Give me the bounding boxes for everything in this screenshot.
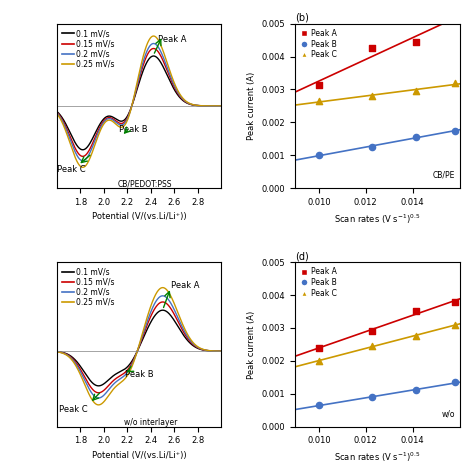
X-axis label: Potential (V/(vs.Li/Li⁺)): Potential (V/(vs.Li/Li⁺)) [92,451,186,460]
Legend: 0.1 mV/s, 0.15 mV/s, 0.2 mV/s, 0.25 mV/s: 0.1 mV/s, 0.15 mV/s, 0.2 mV/s, 0.25 mV/s [61,27,116,70]
Legend: Peak A, Peak B, Peak C: Peak A, Peak B, Peak C [299,27,338,61]
Point [368,92,375,100]
X-axis label: Potential (V/(vs.Li/Li⁺)): Potential (V/(vs.Li/Li⁺)) [92,212,186,221]
Legend: Peak A, Peak B, Peak C: Peak A, Peak B, Peak C [299,266,338,299]
Text: Peak C: Peak C [57,164,85,173]
Text: Peak B: Peak B [125,370,154,379]
Point [368,328,375,335]
Point [315,401,323,409]
Point [368,143,375,151]
Point [315,357,323,365]
Text: (b): (b) [295,13,309,23]
Point [368,393,375,401]
Point [315,97,323,105]
Point [452,13,459,21]
Text: Peak C: Peak C [59,404,88,413]
Text: (d): (d) [295,251,309,261]
Point [452,298,459,305]
Text: w/o interlayer: w/o interlayer [124,418,178,427]
Text: CB/PEDOT:PSS: CB/PEDOT:PSS [118,179,172,188]
Text: Peak A: Peak A [171,281,200,290]
Point [412,38,420,46]
Point [412,133,420,141]
Point [315,344,323,351]
Legend: 0.1 mV/s, 0.15 mV/s, 0.2 mV/s, 0.25 mV/s: 0.1 mV/s, 0.15 mV/s, 0.2 mV/s, 0.25 mV/s [61,266,116,309]
Point [452,79,459,87]
Point [315,81,323,88]
Point [452,378,459,386]
Text: CB/PE: CB/PE [432,171,455,180]
X-axis label: Scan rates (V s$^{-1}$)$^{0.5}$: Scan rates (V s$^{-1}$)$^{0.5}$ [335,212,420,226]
Y-axis label: Peak current (A): Peak current (A) [247,72,256,140]
X-axis label: Scan rates (V s$^{-1}$)$^{0.5}$: Scan rates (V s$^{-1}$)$^{0.5}$ [335,451,420,464]
Y-axis label: Peak current (A): Peak current (A) [247,310,256,379]
Text: w/o: w/o [441,410,455,419]
Point [315,152,323,159]
Text: Peak B: Peak B [119,125,148,134]
Point [412,332,420,340]
Point [368,342,375,350]
Point [412,308,420,315]
Point [452,321,459,328]
Point [452,127,459,135]
Point [412,387,420,394]
Point [412,87,420,95]
Text: Peak A: Peak A [158,35,186,44]
Point [368,45,375,52]
